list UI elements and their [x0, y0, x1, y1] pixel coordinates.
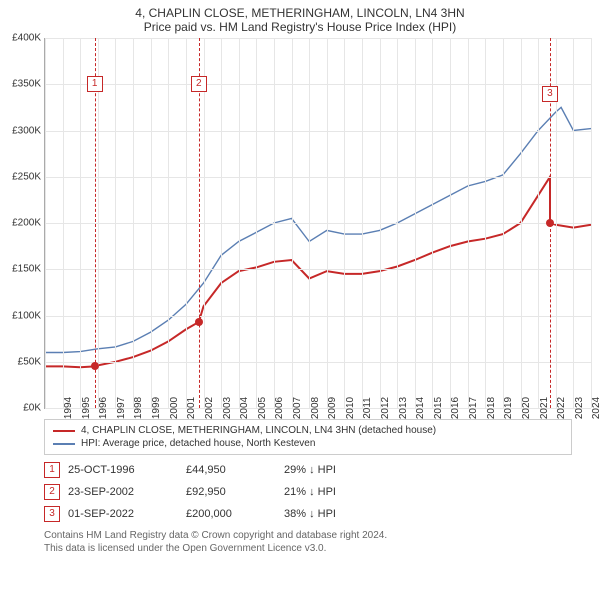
- sale-date: 25-OCT-1996: [68, 464, 178, 476]
- legend: 4, CHAPLIN CLOSE, METHERINGHAM, LINCOLN,…: [44, 419, 572, 455]
- sale-marker-box: 1: [44, 462, 60, 478]
- y-axis-label: £150K: [12, 264, 45, 275]
- sale-row: 1 25-OCT-1996 £44,950 29% ↓ HPI: [44, 459, 572, 481]
- sale-row: 3 01-SEP-2022 £200,000 38% ↓ HPI: [44, 503, 572, 525]
- marker-point-1: [91, 362, 99, 370]
- footer-line-1: Contains HM Land Registry data © Crown c…: [44, 529, 572, 542]
- sale-price: £92,950: [186, 486, 276, 498]
- sale-date: 23-SEP-2002: [68, 486, 178, 498]
- sale-date: 01-SEP-2022: [68, 508, 178, 520]
- sale-hpi-delta: 21% ↓ HPI: [284, 486, 394, 498]
- legend-swatch: [53, 443, 75, 445]
- sale-hpi-delta: 29% ↓ HPI: [284, 464, 394, 476]
- legend-row: 4, CHAPLIN CLOSE, METHERINGHAM, LINCOLN,…: [53, 424, 563, 437]
- sale-marker-box: 2: [44, 484, 60, 500]
- y-axis-label: £400K: [12, 33, 45, 44]
- legend-label: 4, CHAPLIN CLOSE, METHERINGHAM, LINCOLN,…: [81, 425, 436, 436]
- marker-point-3: [546, 219, 554, 227]
- marker-line-2: [199, 38, 200, 408]
- legend-swatch: [53, 430, 75, 432]
- legend-label: HPI: Average price, detached house, Nort…: [81, 438, 315, 449]
- sale-hpi-delta: 38% ↓ HPI: [284, 508, 394, 520]
- page-subtitle: Price paid vs. HM Land Registry's House …: [0, 20, 600, 34]
- sale-price: £200,000: [186, 508, 276, 520]
- y-axis-label: £0K: [23, 403, 45, 414]
- sale-price: £44,950: [186, 464, 276, 476]
- footer: Contains HM Land Registry data © Crown c…: [44, 529, 572, 555]
- price-chart: £0K£50K£100K£150K£200K£250K£300K£350K£40…: [44, 38, 591, 409]
- y-axis-label: £300K: [12, 125, 45, 136]
- legend-row: HPI: Average price, detached house, Nort…: [53, 437, 563, 450]
- y-axis-label: £100K: [12, 310, 45, 321]
- marker-line-1: [95, 38, 96, 408]
- series-price_paid: [45, 177, 591, 367]
- marker-point-2: [195, 318, 203, 326]
- sale-marker-box: 3: [44, 506, 60, 522]
- marker-box-3: 3: [542, 86, 558, 102]
- x-axis-label: 2025: [591, 397, 600, 419]
- y-axis-label: £200K: [12, 218, 45, 229]
- marker-box-2: 2: [191, 76, 207, 92]
- sale-row: 2 23-SEP-2002 £92,950 21% ↓ HPI: [44, 481, 572, 503]
- y-axis-label: £250K: [12, 171, 45, 182]
- y-axis-label: £350K: [12, 79, 45, 90]
- footer-line-2: This data is licensed under the Open Gov…: [44, 542, 572, 555]
- marker-box-1: 1: [87, 76, 103, 92]
- sales-table: 1 25-OCT-1996 £44,950 29% ↓ HPI 2 23-SEP-2002…: [44, 459, 572, 525]
- page-title: 4, CHAPLIN CLOSE, METHERINGHAM, LINCOLN,…: [0, 0, 600, 20]
- y-axis-label: £50K: [18, 356, 45, 367]
